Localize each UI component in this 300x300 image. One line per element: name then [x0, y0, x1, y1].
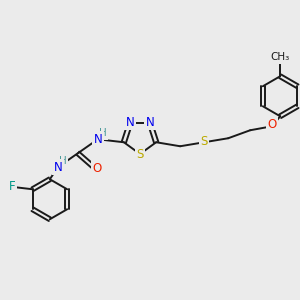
Text: N: N	[53, 161, 62, 174]
Text: N: N	[146, 116, 154, 129]
Text: O: O	[268, 118, 277, 131]
Text: H: H	[59, 156, 67, 166]
Text: S: S	[136, 148, 144, 161]
Text: H: H	[99, 128, 107, 138]
Text: F: F	[9, 180, 16, 193]
Text: N: N	[126, 116, 134, 129]
Text: N: N	[94, 133, 102, 146]
Text: O: O	[92, 162, 101, 175]
Text: S: S	[200, 135, 208, 148]
Text: CH₃: CH₃	[271, 52, 290, 62]
